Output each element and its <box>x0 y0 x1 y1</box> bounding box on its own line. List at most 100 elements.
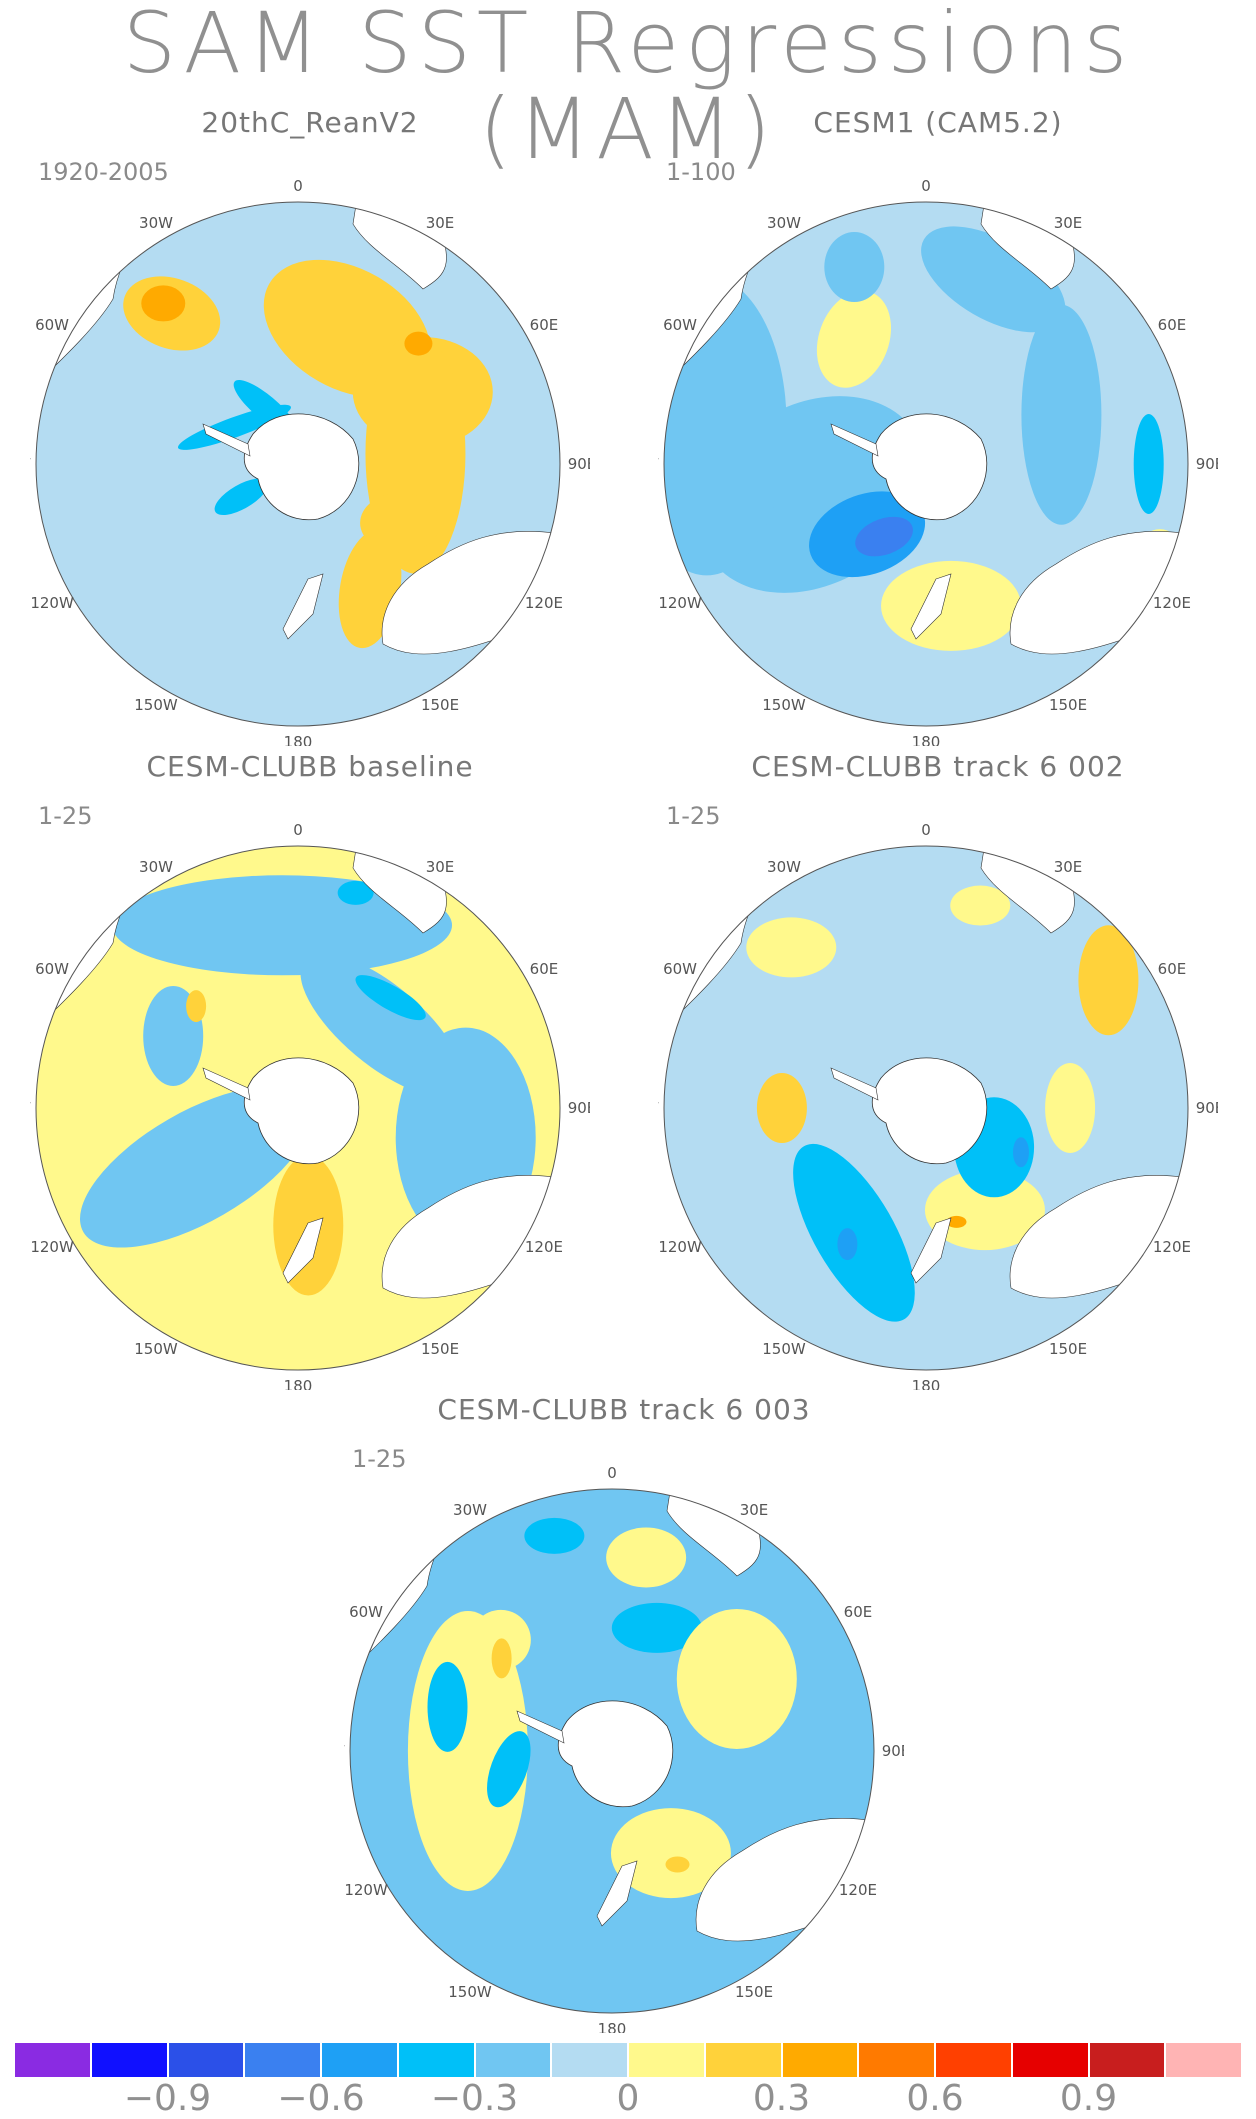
new-zealand-landmass <box>910 573 952 640</box>
longitude-label: 180 <box>912 733 941 746</box>
colorbar-swatch <box>781 2042 859 2078</box>
map-panel-clubb-track6-002: CESM-CLUBB track 6 002 1-25 0 30E 60E 90E 12… <box>658 750 1218 1390</box>
longitude-label: 60W <box>663 960 697 978</box>
peninsula-landmass <box>202 423 251 457</box>
longitude-label: 150E <box>735 1983 773 2001</box>
sst-anomaly-region <box>756 1073 807 1143</box>
longitude-label: 30W <box>767 214 801 232</box>
longitude-label: 150W <box>134 696 178 714</box>
longitude-label: 150E <box>421 1340 459 1358</box>
colorbar-swatch <box>244 2042 321 2078</box>
longitude-label: 180 <box>598 2020 627 2033</box>
longitude-label: 30W <box>453 1501 487 1519</box>
map-panel-clubb-baseline: CESM-CLUBB baseline 1-25 0 30E 60E 90E 120E 1… <box>30 750 590 1390</box>
longitude-label: 120W <box>658 594 702 612</box>
colorbar-swatch <box>14 2042 91 2078</box>
longitude-label: 150W <box>448 1983 492 2001</box>
antarctica-landmass <box>871 1057 988 1165</box>
longitude-label: 120W <box>30 1238 74 1256</box>
period-label: 1-25 <box>38 802 93 830</box>
longitude-label: 30W <box>139 858 173 876</box>
longitude-label: 150E <box>421 696 459 714</box>
colorbar-tick-label: −0.3 <box>430 2078 519 2119</box>
longitude-label: 0 <box>607 1464 617 1482</box>
sst-anomaly-region <box>611 1602 702 1653</box>
antarctica-landmass <box>557 1700 674 1808</box>
longitude-label: 60E <box>530 316 559 334</box>
longitude-label: 0 <box>293 177 303 195</box>
antarctica-landmass <box>871 413 988 521</box>
peninsula-landmass <box>516 1710 565 1744</box>
colorbar-swatch <box>858 2042 935 2078</box>
sst-anomaly-region <box>946 1215 967 1228</box>
sst-anomaly-region <box>816 290 892 388</box>
antarctica-landmass <box>243 1057 360 1165</box>
longitude-label: 120W <box>344 1881 388 1899</box>
sst-anomaly-region <box>214 478 268 515</box>
longitude-label: 30E <box>426 858 455 876</box>
colorbar-swatch <box>935 2042 1012 2078</box>
sst-anomaly-region <box>1078 925 1139 1036</box>
colorbar-tick-label: 0.9 <box>1059 2078 1118 2119</box>
longitude-label: 30E <box>1054 858 1083 876</box>
sst-anomaly-region <box>665 1856 690 1873</box>
colorbar-tick-label: 0.6 <box>906 2078 964 2119</box>
longitude-label: 0 <box>921 177 931 195</box>
longitude-label: 150W <box>762 696 806 714</box>
longitude-label: 60E <box>530 960 559 978</box>
sst-anomaly-region <box>427 1661 468 1752</box>
map-boundary <box>663 201 1189 727</box>
colorbar-swatch <box>474 2042 552 2078</box>
longitude-label: 30E <box>426 214 455 232</box>
period-label: 1-25 <box>666 802 721 830</box>
longitude-label: 90W <box>658 455 659 473</box>
colorbar-swatch <box>628 2042 705 2078</box>
colorbar-swatch <box>90 2042 168 2078</box>
polar-map: 0 30E 60E 90E 120E 150E 180 150W 120W 90W 60W 30W <box>658 821 1218 1390</box>
polar-map: 0 30E 60E 90E 120E 150E 180 150W 120W 90W 60W 30W <box>344 1464 904 2033</box>
polar-map: 0 30E 60E 90E 120E 150E 180 150W 120W 90W 60W 30W <box>658 177 1218 746</box>
longitude-label: 90W <box>30 455 31 473</box>
longitude-label: 120E <box>839 1881 877 1899</box>
sst-anomaly-region <box>676 1608 797 1749</box>
sst-anomaly-region <box>606 1527 687 1588</box>
figure-title: SAM SST Regressions (MAM) <box>122 0 1134 178</box>
sst-anomaly-region <box>487 1731 531 1808</box>
colorbar-tick-label: −0.9 <box>123 2078 212 2119</box>
sst-anomaly-region <box>491 1638 512 1679</box>
longitude-label: 120E <box>1153 1238 1191 1256</box>
sst-anomaly-region <box>355 975 426 1021</box>
colorbar-swatch <box>704 2042 782 2078</box>
longitude-label: 30W <box>767 858 801 876</box>
colorbar-swatch <box>1165 2042 1242 2078</box>
sst-anomaly-region <box>524 1517 585 1554</box>
longitude-label: 90W <box>344 1742 345 1760</box>
sst-anomaly-region <box>80 1086 312 1248</box>
colorbar-labels: −0.9 −0.6 −0.3 0 0.3 0.6 0.9 <box>14 2078 1242 2119</box>
panel-title: CESM-CLUBB baseline <box>146 750 474 783</box>
map-panel-cesm1: CESM1 (CAM5.2) 1-100 0 30E 60E 90E 120E 150E 1… <box>658 106 1218 746</box>
sst-anomaly-region <box>404 331 433 356</box>
panel-title: CESM-CLUBB track 6 003 <box>437 1393 811 1426</box>
map-boundary <box>35 845 561 1371</box>
longitude-label: 180 <box>284 733 313 746</box>
colorbar-swatch <box>321 2042 398 2078</box>
new-zealand-landmass <box>282 573 324 640</box>
longitude-label: 150W <box>134 1340 178 1358</box>
sst-anomaly-region <box>924 1170 1045 1251</box>
longitude-label: 60E <box>1158 316 1187 334</box>
longitude-label: 0 <box>921 821 931 839</box>
sst-anomaly-region <box>141 285 186 322</box>
period-label: 1-25 <box>352 1445 407 1473</box>
sst-anomaly-region <box>837 1228 858 1261</box>
colorbar-swatch <box>167 2042 245 2078</box>
longitude-label: 90W <box>658 1099 659 1117</box>
map-panel-clubb-track6-003: CESM-CLUBB track 6 003 1-25 0 30E 60E 90E 12… <box>344 1393 904 2033</box>
peninsula-landmass <box>202 1067 251 1101</box>
sst-anomaly-region <box>824 232 885 303</box>
colorbar <box>14 2042 1242 2078</box>
antarctica-landmass <box>243 413 360 521</box>
colorbar-swatch <box>1088 2042 1166 2078</box>
map-panel-reanalysis: 20thC_ReanV2 1920-2005 0 30E 60E 90E 120E 150… <box>30 106 590 746</box>
longitude-label: 150E <box>1049 696 1087 714</box>
